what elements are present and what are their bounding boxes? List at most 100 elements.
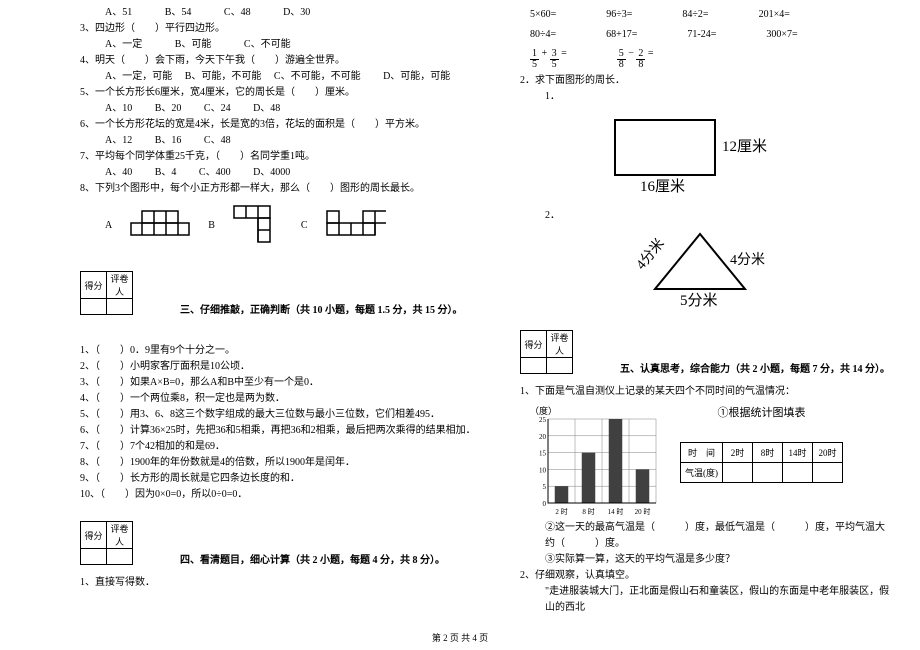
s4: 2、仔细观察，认真填空。 <box>520 568 890 584</box>
j1: 1、（ ）0．9里有9个十分之一。 <box>80 343 470 359</box>
chart-ylabel: （度） <box>530 404 660 417</box>
section-3-title: 三、仔细推敲，正确判断（共 10 小题，每题 1.5 分，共 15 分）。 <box>80 303 470 325</box>
s5: "走进服装城大门，正北面是假山石和童装区，假山的东面是中老年服装区，假山的西北 <box>520 584 890 616</box>
section-5-title: 五、认真思考，综合能力（共 2 小题，每题 7 分，共 14 分）。 <box>520 362 890 384</box>
table-head: 8时 <box>753 443 783 463</box>
c1: 1、直接写得数． <box>80 575 470 591</box>
j2: 2、（ ）小明家客厅面积是10公顷． <box>80 359 470 375</box>
opt: C、48 <box>224 7 251 18</box>
opt: B、16 <box>155 135 182 146</box>
shape-a <box>130 210 190 240</box>
opt: A、一定 <box>105 39 142 50</box>
j4: 4、（ ）一个两位乘8，积一定也是两为数． <box>80 391 470 407</box>
opt: A、40 <box>105 167 132 178</box>
opt: B、可能 <box>175 39 212 50</box>
q5: 5、一个长方形长6厘米，宽4厘米，它的周长是（ ）厘米。 <box>80 85 470 101</box>
svg-text:2 时: 2 时 <box>555 507 567 516</box>
j5: 5、（ ）用3、6、8这三个数字组成的最大三位数与最小三位数，它们相差495． <box>80 407 470 423</box>
opt: B、4 <box>155 167 177 178</box>
p2-2: 2． <box>520 208 890 224</box>
table-cell <box>723 463 753 483</box>
score-cell <box>547 358 573 374</box>
svg-text:10: 10 <box>539 466 547 474</box>
chart-right: ①根据统计图填表 时 间2时8时14时20时 气温(度) <box>680 404 843 520</box>
opt: C、48 <box>204 135 231 146</box>
table-head: 时 间 <box>681 443 723 463</box>
opt: A、一定，可能 <box>105 71 172 82</box>
chart-area: （度） 25201510502 时8 时14 时20 时 ①根据统计图填表 时 … <box>520 404 890 520</box>
p2: 2．求下面图形的周长． <box>520 73 890 89</box>
score-cell <box>107 299 133 315</box>
opt: D、30 <box>283 7 310 18</box>
score-h1: 得分 <box>81 522 107 549</box>
tri-left-label: 4分米 <box>633 236 668 273</box>
opt: C、不可能 <box>244 39 291 50</box>
score-cell <box>107 549 133 565</box>
rect-right-label: 12厘米 <box>722 138 767 155</box>
score-table: 得分评卷人 <box>80 271 133 315</box>
q6: 6、一个长方形花坛的宽是4米，长是宽的3倍，花坛的面积是（ ）平方米。 <box>80 117 470 133</box>
opt: C、400 <box>199 167 231 178</box>
opt: A、12 <box>105 135 132 146</box>
j7: 7、（ ）7个42相加的和是69． <box>80 439 470 455</box>
opt: D、48 <box>253 103 280 114</box>
q3: 3、四边形（ ）平行四边形。 <box>80 21 470 37</box>
calc: 300×7= <box>766 25 797 45</box>
chart-title: ①根据统计图填表 <box>680 404 843 424</box>
score-table: 得分评卷人 <box>520 330 573 374</box>
opt: B、20 <box>155 103 182 114</box>
s2: ②这一天的最高气温是（ ）度，最低气温是（ ）度，平均气温大约（ ）度。 <box>520 520 890 552</box>
j9: 9、（ ）长方形的周长就是它四条边长度的和． <box>80 471 470 487</box>
q6-options: A、12 B、16 C、48 <box>80 133 470 149</box>
table-head: 20时 <box>813 443 843 463</box>
svg-text:8 时: 8 时 <box>582 507 594 516</box>
q8: 8、下列3个图形中，每个小正方形都一样大，那么（ ）图形的周长最长。 <box>80 181 470 197</box>
calc: 68+17= <box>606 25 637 45</box>
opt: D、可能，可能 <box>383 71 450 82</box>
q5-options: A、10 B、20 C、24 D、48 <box>80 101 470 117</box>
table-cell: 气温(度) <box>681 463 723 483</box>
calc: 201×4= <box>759 5 790 25</box>
calc-row-1: 5×60= 96÷3= 84÷2= 201×4= <box>520 5 890 25</box>
left-column: A、51 B、54 C、48 D、30 3、四边形（ ）平行四边形。 A、一定 … <box>80 5 470 626</box>
frac-row: 15 + 35 = 58 − 28 = <box>520 45 890 73</box>
q2-options: A、51 B、54 C、48 D、30 <box>80 5 470 21</box>
table-cell <box>783 463 813 483</box>
score-h2: 评卷人 <box>547 331 573 358</box>
calc: 96÷3= <box>606 5 632 25</box>
q7-options: A、40 B、4 C、400 D、4000 <box>80 165 470 181</box>
page-footer: 第 2 页 共 4 页 <box>0 631 920 644</box>
shape-b <box>233 205 283 245</box>
q7: 7、平均每个同学体重25千克，（ ）名同学重1吨。 <box>80 149 470 165</box>
svg-text:0: 0 <box>543 500 547 508</box>
calc: 84÷2= <box>682 5 708 25</box>
j8: 8、（ ）1900年的年份数就是4的倍数，所以1900年是闰年． <box>80 455 470 471</box>
s3: ③实际算一算，这天的平均气温是多少度？ <box>520 552 890 568</box>
p2-1: 1． <box>520 89 890 105</box>
frac-expr: 58 − 28 = <box>617 48 654 70</box>
svg-text:15: 15 <box>539 450 547 458</box>
svg-text:14 时: 14 时 <box>608 507 624 516</box>
calc: 5×60= <box>530 5 556 25</box>
opt: C、不可能，不可能 <box>274 71 361 82</box>
table-head: 2时 <box>723 443 753 463</box>
score-h1: 得分 <box>81 272 107 299</box>
right-column: 5×60= 96÷3= 84÷2= 201×4= 80÷4= 68+17= 71… <box>520 5 890 626</box>
q4: 4、明天（ ）会下雨，今天下午我（ ）游遍全世界。 <box>80 53 470 69</box>
score-h2: 评卷人 <box>107 272 133 299</box>
data-table: 时 间2时8时14时20时 气温(度) <box>680 442 843 483</box>
svg-text:20 时: 20 时 <box>635 507 651 516</box>
table-cell <box>753 463 783 483</box>
bar-chart: （度） 25201510502 时8 时14 时20 时 <box>530 404 660 520</box>
section-4-title: 四、看清题目，细心计算（共 2 小题，每题 4 分，共 8 分）。 <box>80 553 470 575</box>
opt: B、54 <box>165 7 192 18</box>
calc: 80÷4= <box>530 25 556 45</box>
tri-bottom-label: 5分米 <box>680 292 718 309</box>
score-cell <box>81 549 107 565</box>
svg-text:5: 5 <box>543 483 547 491</box>
table-head: 14时 <box>783 443 813 463</box>
score-table: 得分评卷人 <box>80 521 133 565</box>
rect-bottom-label: 16厘米 <box>640 178 685 195</box>
triangle-figure: 4分米 4分米 5分米 <box>630 229 890 312</box>
opt: A、51 <box>105 7 132 18</box>
